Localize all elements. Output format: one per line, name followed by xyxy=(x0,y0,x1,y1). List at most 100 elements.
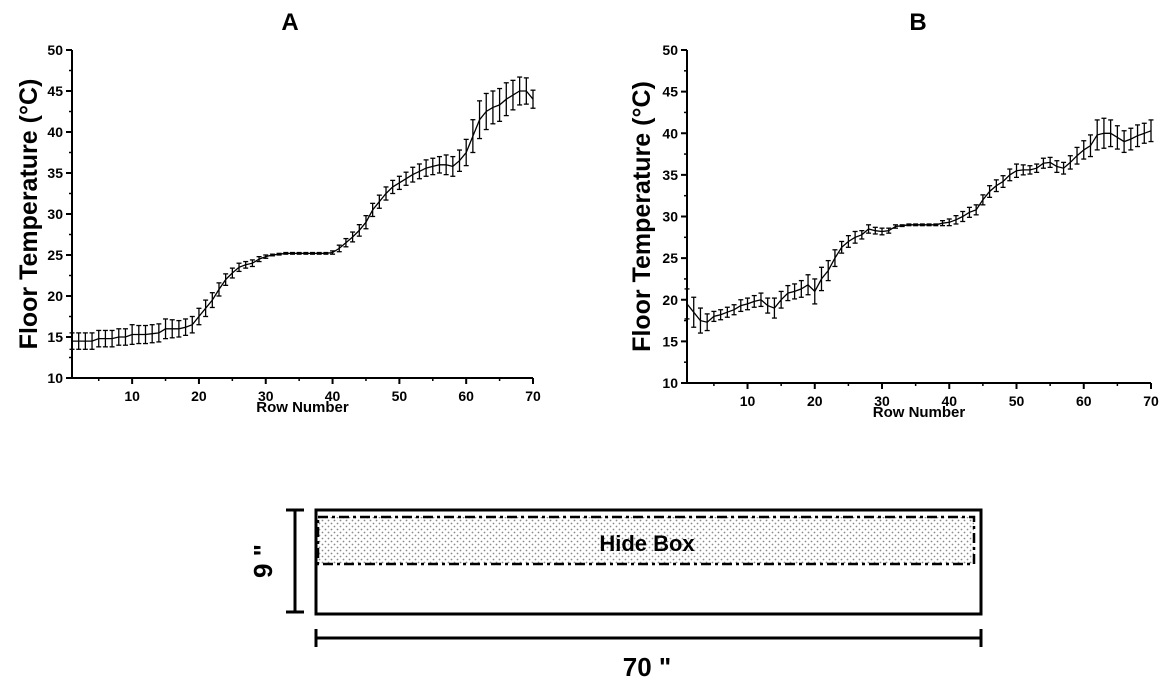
error-bar-a xyxy=(82,332,88,350)
error-bar-b xyxy=(1027,165,1033,175)
error-bar-b xyxy=(987,185,993,199)
height-dimension-label: 9 " xyxy=(248,544,278,578)
error-bar-b xyxy=(697,307,703,334)
error-bar-b xyxy=(1135,124,1141,148)
error-bar-b xyxy=(825,259,831,282)
error-bar-a xyxy=(136,324,142,345)
x-tick-label-b: 40 xyxy=(941,393,957,409)
error-bar-a xyxy=(316,251,322,255)
error-bar-b xyxy=(919,223,925,227)
y-tick-label-a: 25 xyxy=(47,247,63,263)
chart-title-a: A xyxy=(281,9,298,36)
error-bar-b xyxy=(1141,122,1147,144)
chart-panel-a: A 10 15 20 25 30 35 40 45 50 10 20 30 40 50 60 70 Floor T… xyxy=(15,9,541,416)
error-bar-a xyxy=(523,77,529,105)
error-bar-b xyxy=(1148,119,1154,143)
error-bar-b xyxy=(852,230,858,244)
error-bar-a xyxy=(323,251,329,255)
error-bar-a xyxy=(303,251,309,255)
error-bar-b xyxy=(778,290,784,309)
error-bar-a xyxy=(517,76,523,106)
error-bar-b xyxy=(1000,175,1006,189)
error-bar-a xyxy=(269,253,275,257)
error-bar-b xyxy=(818,266,824,292)
x-tick-label-a: 20 xyxy=(191,388,207,404)
error-bar-a xyxy=(336,244,342,253)
error-bar-b xyxy=(866,224,872,234)
x-tick-label-a: 60 xyxy=(458,388,474,404)
arena-outline xyxy=(314,508,983,616)
error-bar-b xyxy=(940,220,946,227)
error-bar-a xyxy=(243,260,249,269)
error-bar-a xyxy=(423,159,429,177)
series-line-b xyxy=(686,130,1152,323)
error-bar-b xyxy=(913,223,919,227)
hide-box-label: Hide Box xyxy=(599,531,695,556)
x-tick-label-a: 30 xyxy=(258,388,274,404)
error-bar-a xyxy=(256,255,262,263)
x-tick-label-b: 60 xyxy=(1076,393,1092,409)
error-bar-a xyxy=(510,79,516,111)
error-bar-a xyxy=(156,323,162,343)
error-bar-a xyxy=(330,250,336,255)
x-axis-title-a: Row Number xyxy=(256,399,349,416)
height-dimension: 9 " xyxy=(248,508,304,614)
error-bar-b xyxy=(1087,134,1093,158)
error-bar-b xyxy=(1121,130,1127,154)
error-bar-a xyxy=(356,224,362,237)
series-line-a xyxy=(72,90,534,342)
error-bar-a xyxy=(76,332,82,350)
error-bar-b xyxy=(798,279,804,298)
error-bar-a xyxy=(89,332,95,350)
y-tick-label-b: 40 xyxy=(662,125,678,141)
error-bar-a xyxy=(350,231,356,243)
y-tick-label-a: 50 xyxy=(47,42,63,58)
error-bar-a xyxy=(490,90,496,125)
error-bar-a xyxy=(189,315,195,334)
error-bar-b xyxy=(792,283,798,300)
hide-box-region xyxy=(316,515,976,566)
y-tick-label-a: 35 xyxy=(47,165,63,181)
error-bar-a xyxy=(289,251,295,255)
error-bar-b xyxy=(738,299,744,313)
error-bar-b xyxy=(1114,125,1120,150)
error-bar-a xyxy=(463,138,469,167)
error-bar-b xyxy=(980,194,986,206)
y-tick-label-b: 35 xyxy=(662,167,678,183)
error-bar-b xyxy=(859,230,865,240)
y-tick-label-b: 50 xyxy=(662,42,678,58)
y-tick-label-b: 20 xyxy=(662,292,678,308)
x-axis-title-b: Row Number xyxy=(873,404,966,421)
error-bar-b xyxy=(1074,146,1080,165)
error-bar-b xyxy=(832,249,838,268)
y-tick-label-b: 10 xyxy=(662,375,678,391)
error-bar-a xyxy=(497,87,503,122)
x-tick-label-a: 40 xyxy=(325,388,341,404)
error-bar-b xyxy=(872,226,878,235)
hide-box-diagram: Hide Box 9 " 70 " xyxy=(248,508,983,682)
y-tick-label-b: 30 xyxy=(662,209,678,225)
error-bar-a xyxy=(276,252,282,256)
y-axis-title-a: Floor Temperature (°C) xyxy=(15,79,43,350)
x-tick-label-b: 50 xyxy=(1009,393,1025,409)
error-bar-a xyxy=(229,267,235,279)
error-bar-a xyxy=(436,155,442,174)
error-bar-b xyxy=(993,179,999,193)
error-bar-a xyxy=(209,292,215,309)
error-bar-a xyxy=(483,92,489,131)
error-bar-a xyxy=(370,202,376,218)
error-bar-a xyxy=(176,319,182,338)
error-bar-a xyxy=(530,89,536,109)
error-bar-a xyxy=(69,332,75,350)
error-bar-a xyxy=(410,166,416,183)
error-bar-b xyxy=(899,224,905,228)
error-bar-a xyxy=(396,175,402,191)
error-bar-b xyxy=(684,288,690,320)
error-bar-b xyxy=(765,297,771,314)
y-tick-label-a: 20 xyxy=(47,288,63,304)
error-bar-a xyxy=(343,237,349,248)
error-bar-b xyxy=(704,313,710,332)
error-bar-a xyxy=(203,299,209,318)
error-bar-a xyxy=(403,171,409,186)
